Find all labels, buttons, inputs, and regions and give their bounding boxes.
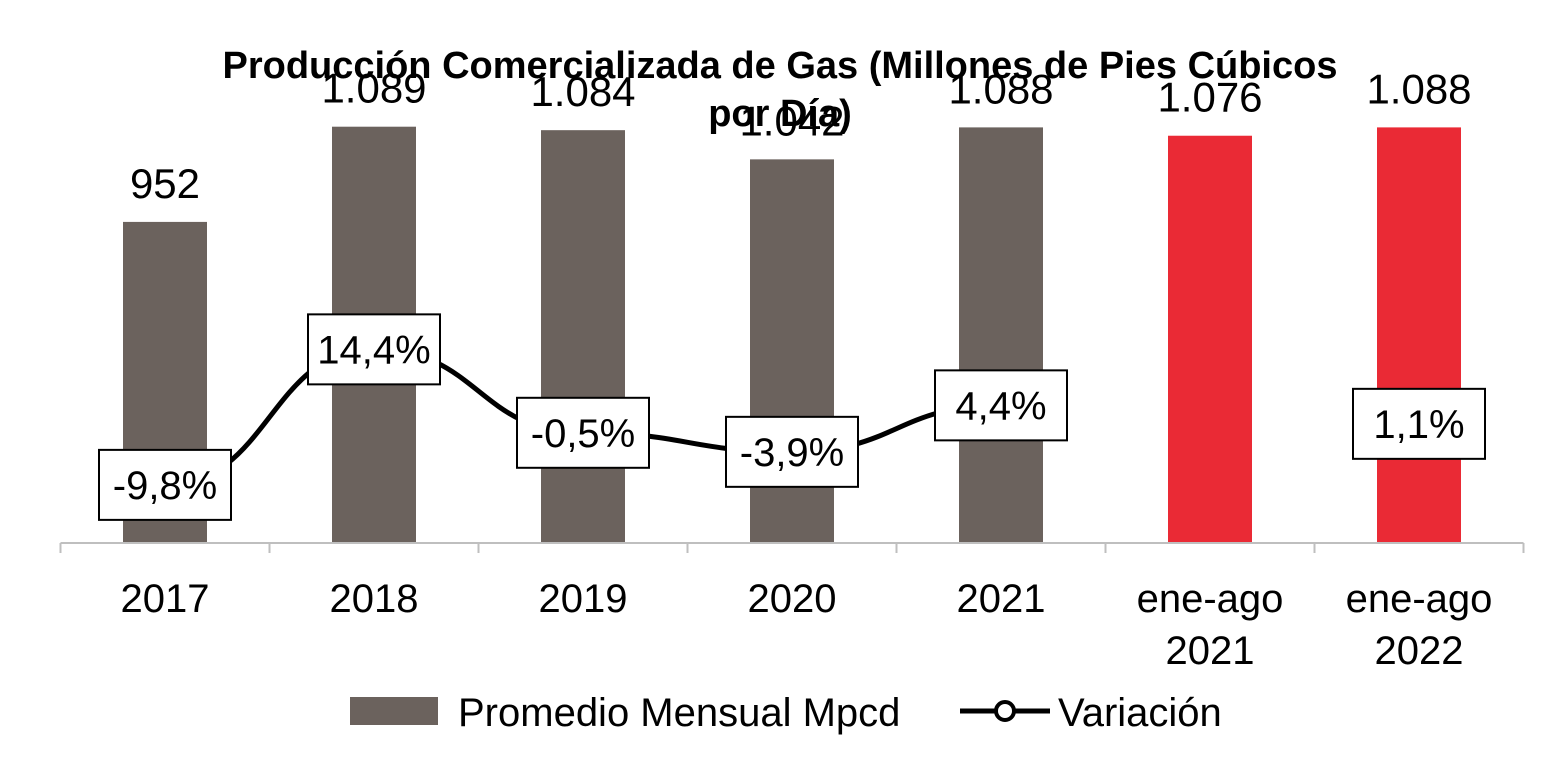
variation-point: -0,5% xyxy=(516,396,650,469)
x-tick-label: 2022 xyxy=(1375,629,1464,673)
x-tick-label: ene-ago xyxy=(1346,577,1493,621)
variation-label: -0,5% xyxy=(531,412,636,456)
variation-label-box xyxy=(934,369,1068,442)
bar-value-label: 1.042 xyxy=(739,97,844,144)
chart-title-line: por Día) xyxy=(708,93,852,135)
bar-value-label: 1.084 xyxy=(530,68,635,115)
variation-point: -3,9% xyxy=(725,415,859,488)
variation-point: -9,8% xyxy=(98,448,232,521)
variation-label-box xyxy=(98,448,232,521)
x-tick-label: 2019 xyxy=(539,577,628,621)
x-tick-label: 2018 xyxy=(330,577,419,621)
variation-point: 1,1% xyxy=(1352,387,1486,460)
bar-value-label: 1.076 xyxy=(1157,74,1262,121)
bar xyxy=(1377,127,1461,543)
variation-series: -9,8% 14,4% -0,5% -3,9% 4,4% 1,1% xyxy=(98,313,1486,521)
legend: Promedio Mensual Mpcd Variación xyxy=(350,691,1222,735)
variation-label-box xyxy=(516,396,650,469)
x-tick-label: 2020 xyxy=(748,577,837,621)
x-tick-label: 2021 xyxy=(957,577,1046,621)
x-tick-label: 2021 xyxy=(1166,629,1255,673)
bar-value-label: 952 xyxy=(130,160,200,207)
legend-line-label: Variación xyxy=(1058,691,1222,735)
legend-bar-swatch xyxy=(350,697,438,725)
chart-title: Producción Comercializada de Gas (Millon… xyxy=(223,45,1338,135)
variation-label: 1,1% xyxy=(1373,403,1464,447)
legend-bar-label: Promedio Mensual Mpcd xyxy=(458,691,900,735)
variation-label-box xyxy=(1352,387,1486,460)
variation-label: 14,4% xyxy=(317,328,430,372)
bar-value-label: 1.088 xyxy=(948,65,1053,112)
variation-point: 14,4% xyxy=(307,313,441,386)
bar-value-label: 1.088 xyxy=(1366,65,1471,112)
variation-label: -3,9% xyxy=(740,431,845,475)
x-axis: 2017 2018 2019 2020 2021 ene-ago 2021 ene-ago 20… xyxy=(59,542,1525,673)
variation-label-box xyxy=(725,415,859,488)
bar xyxy=(541,130,625,544)
variation-label: -9,8% xyxy=(113,464,218,508)
variation-point: 4,4% xyxy=(934,369,1068,442)
chart-title-line: Producción Comercializada de Gas (Millon… xyxy=(223,45,1338,87)
variation-label: 4,4% xyxy=(955,384,1046,428)
variation-label-box xyxy=(307,313,441,386)
bar xyxy=(959,127,1043,543)
x-tick-label: ene-ago xyxy=(1137,577,1284,621)
legend-line-marker xyxy=(994,700,1016,722)
bar xyxy=(1168,135,1252,544)
bar-value-label: 1.089 xyxy=(321,65,426,112)
x-tick-label: 2017 xyxy=(121,577,210,621)
